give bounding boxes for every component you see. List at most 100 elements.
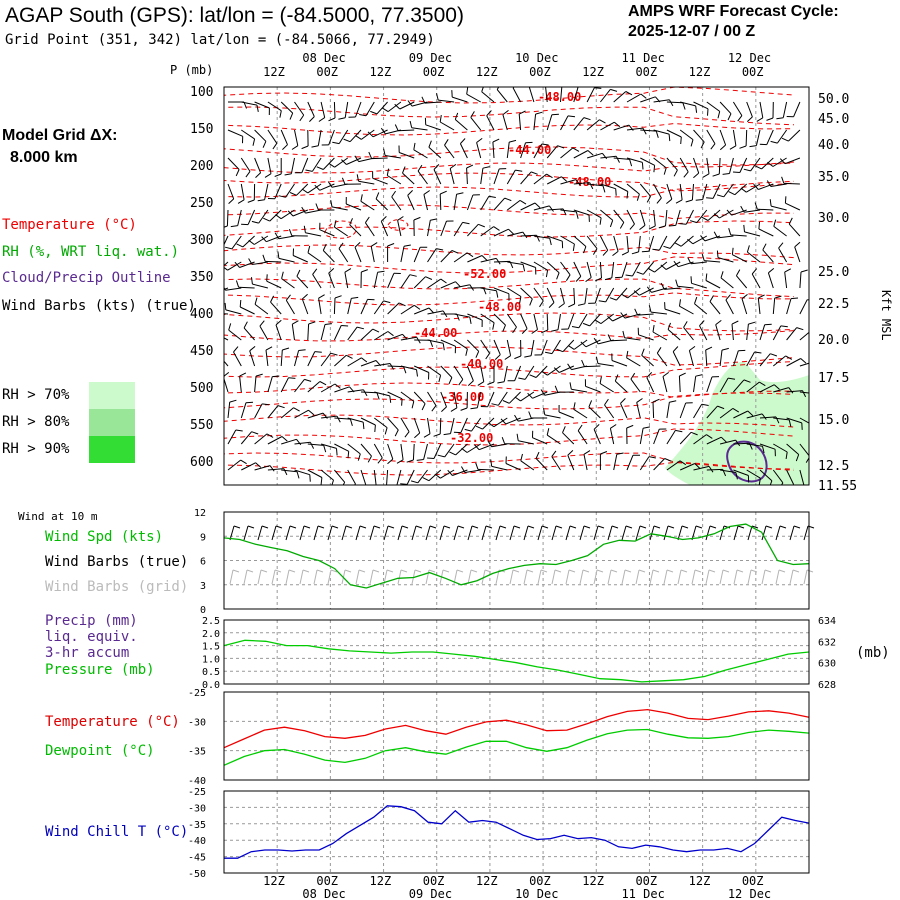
wind-barb <box>614 374 628 393</box>
wind-barb-staff <box>320 469 334 481</box>
wind-barb <box>506 199 527 211</box>
wind-barb <box>507 365 522 382</box>
wind-barb-flag <box>284 173 292 176</box>
wind-barb <box>621 287 641 299</box>
wind-barb <box>688 345 696 367</box>
wind-barb-staff <box>773 443 788 453</box>
wind10-barb-grid-staff <box>257 569 262 585</box>
bottom-hour-label: 12Z <box>263 874 285 888</box>
wind-barb <box>560 235 575 251</box>
wind-barb-staff <box>319 229 335 237</box>
wind-barb-flag <box>482 166 490 169</box>
wind-barb <box>444 139 455 159</box>
precip-ytick: 2.0 <box>202 629 220 640</box>
wind-barb-staff <box>360 417 376 426</box>
wind-barb-staff <box>699 325 708 341</box>
wind-barb <box>467 313 483 328</box>
wind-barb-staff <box>712 183 721 199</box>
legend-wind-barbs: Wind Barbs (kts) (true) <box>2 298 196 314</box>
wind-barb <box>520 287 533 306</box>
wind-barb <box>512 87 522 103</box>
wind-barb-staff <box>613 157 630 160</box>
wind-barb-flag <box>285 294 291 301</box>
wind-barb-flag <box>289 112 294 120</box>
wind-barb-flag <box>516 433 519 441</box>
wind-barb <box>751 268 761 289</box>
wind10-barb-grid-staff <box>803 569 808 585</box>
wind-barb <box>443 417 455 436</box>
wind-barb-staff <box>666 101 683 104</box>
legend-rh70-swatch <box>89 382 135 409</box>
wind-barb-flag <box>372 328 380 333</box>
wind10-barb-true <box>649 525 661 541</box>
wind-barb-staff <box>334 443 349 452</box>
wind-barb-staff <box>505 463 521 471</box>
wind-barb-staff <box>783 182 800 185</box>
wind-barb-staff <box>573 339 588 350</box>
wind10-barb-grid-staff <box>775 569 780 585</box>
wind-barb-staff <box>545 87 548 103</box>
wind-barb-flag <box>567 115 576 118</box>
wind-barb-staff <box>387 391 403 400</box>
wind-barb-flag <box>440 190 447 195</box>
wind-barb-staff <box>233 351 242 367</box>
wind-barb-staff <box>719 350 723 367</box>
wind-barb-staff <box>520 460 535 471</box>
wind-barb-staff <box>507 287 522 297</box>
wind10-barb-staff <box>565 525 571 541</box>
wind-barb <box>491 391 508 406</box>
wind-barb-staff <box>610 339 628 342</box>
wind10-barb-grid-flag <box>596 569 604 573</box>
wind-barb-staff <box>411 127 428 131</box>
wind-barb-staff <box>786 417 802 424</box>
temperature-contour <box>224 87 795 104</box>
wind-barb-flag <box>344 268 352 273</box>
wind-barb-staff <box>240 183 245 200</box>
wind-barb-flag <box>436 248 444 251</box>
wind10-barb-grid-flag <box>652 569 660 573</box>
wind-barb-staff <box>387 175 402 185</box>
wind-barb-staff <box>624 337 641 341</box>
temperature-series <box>223 708 810 749</box>
wind-barb <box>690 276 707 289</box>
wind-barb-flag <box>214 250 221 251</box>
wind-barb <box>573 402 588 419</box>
wind10-barb-true <box>355 525 367 541</box>
wind-barb-staff <box>444 144 455 159</box>
temperature-contour <box>224 452 795 471</box>
wind-barb-flag <box>390 486 397 487</box>
wind-barb-flag <box>780 482 784 485</box>
wind-barb-staff <box>679 463 696 471</box>
wind-barb-staff <box>626 93 642 103</box>
wind-barb-staff <box>736 275 748 289</box>
wind-barb <box>788 217 801 237</box>
wind-barb-flag <box>299 114 305 122</box>
wind-barb-flag <box>281 271 284 279</box>
wind-barb-flag <box>428 140 432 148</box>
wind-barb-staff <box>638 334 654 341</box>
wind-barb-staff <box>320 101 326 118</box>
wind-barb-flag <box>351 296 359 299</box>
wind-barb <box>422 469 442 482</box>
wind-barb-staff <box>665 209 668 226</box>
legend-rh70-label: RH > 70% <box>2 387 70 403</box>
wind-barb-staff <box>413 391 426 405</box>
wind-barb-flag <box>251 220 259 224</box>
wind10-barb-grid <box>271 569 282 585</box>
wind-barb <box>505 456 521 471</box>
wind-barb-flag <box>314 184 321 191</box>
wind-barb-staff <box>334 469 346 483</box>
wind-barb-flag <box>599 376 602 384</box>
wind-barb <box>248 258 268 265</box>
wind-barb-flag <box>543 408 546 415</box>
wind-barb-staff <box>453 339 468 350</box>
wind-barb <box>281 469 300 479</box>
wind-barb-staff <box>626 127 643 131</box>
wind-barb-flag <box>699 320 705 327</box>
wind-barb-flag <box>448 377 453 385</box>
wind-barb <box>354 242 362 263</box>
temperature-contour <box>224 161 795 174</box>
wind-barb-staff <box>320 383 336 393</box>
wind10-barb-grid-staff <box>285 569 290 585</box>
wind10-barb-staff <box>243 525 249 541</box>
